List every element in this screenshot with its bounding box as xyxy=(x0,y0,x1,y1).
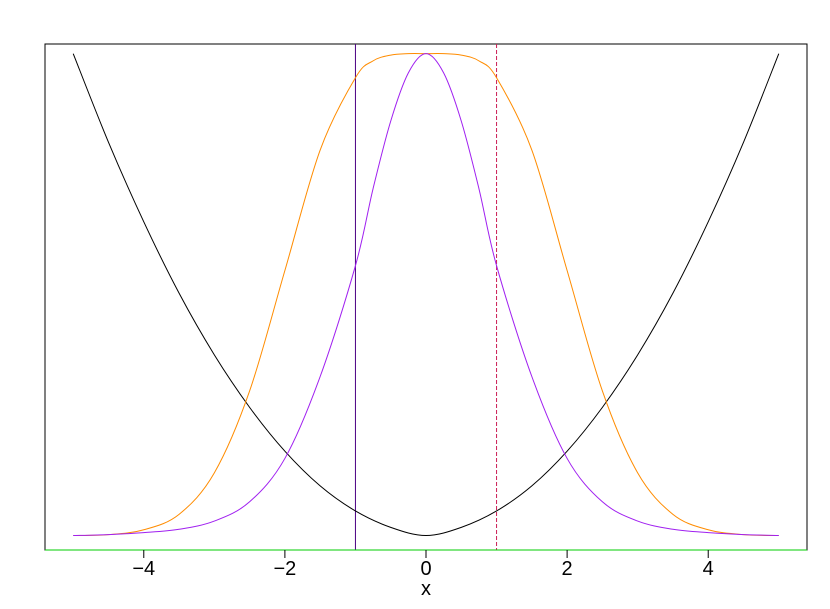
x-axis-label: x xyxy=(421,578,431,600)
series-line-1 xyxy=(73,53,779,537)
x-tick-label: 0 xyxy=(420,558,431,580)
series-lines xyxy=(72,53,780,537)
x-axis: −4 −2 0 2 4 xyxy=(132,550,714,580)
series-line-2 xyxy=(73,53,779,537)
plot-frame xyxy=(44,43,808,551)
x-tick-label: 4 xyxy=(703,558,714,580)
x-tick-label: −2 xyxy=(273,558,296,580)
x-tick-label: 2 xyxy=(562,558,573,580)
vertical-reference-lines xyxy=(354,44,498,550)
x-tick-label: −4 xyxy=(132,558,155,580)
series-line-0 xyxy=(72,53,780,537)
